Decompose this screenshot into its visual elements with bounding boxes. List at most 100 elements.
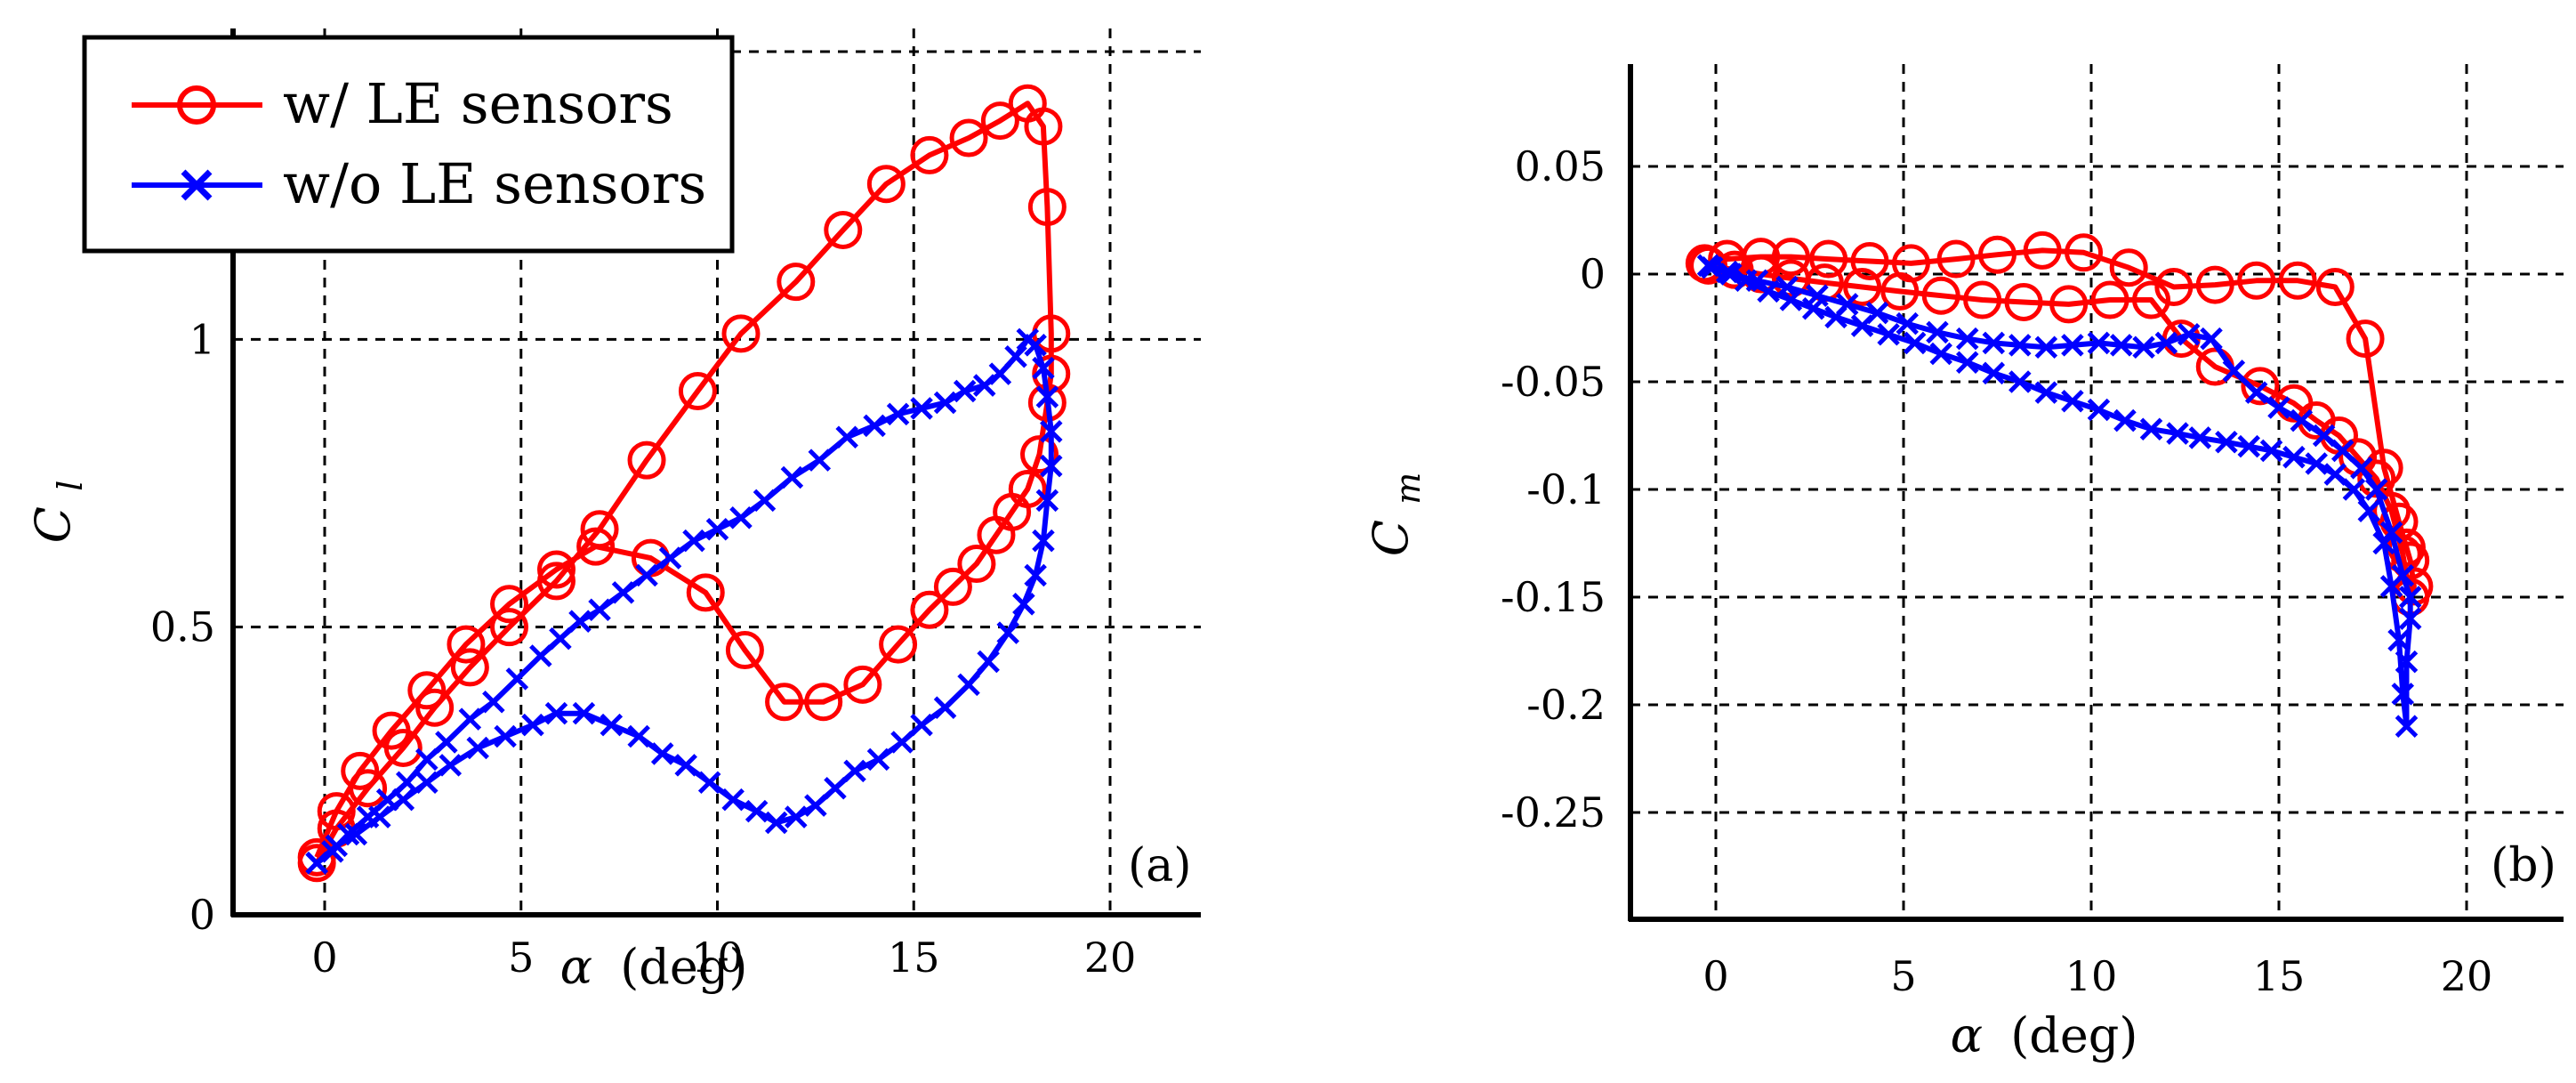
panel-a-point-with-sensors [297, 837, 336, 877]
panel-b-x-tick-label: 5 [1890, 952, 1916, 1000]
panel-b-y-tick-label: -0.1 [1526, 465, 1606, 513]
panel-a-point-with-sensors [980, 101, 1019, 141]
panel-a-point-without-sensors [890, 731, 914, 754]
panel-a-point-with-sensors [1020, 435, 1059, 474]
panel-a-point-with-sensors [824, 210, 863, 249]
panel-b-point-without-sensors [2087, 398, 2111, 422]
panel-a-point-without-sensors [804, 794, 827, 817]
panel-b-y-tick-label: -0.05 [1501, 358, 1606, 406]
panel-a-point-without-sensors [395, 771, 419, 795]
panel-b-x-tick-labels: 0 5 10 15 20 [1703, 952, 2492, 1000]
panel-a-point-without-sensors [1035, 489, 1059, 513]
panel-b-point-with-sensors [1771, 238, 1810, 277]
panel-a-point-without-sensors [627, 724, 650, 748]
panel-a-point-with-sensors [721, 314, 761, 353]
panel-a-point-without-sensors [458, 707, 482, 731]
panel-a-y-tick-label: 1 [189, 315, 215, 363]
panel-b-point-without-sensors [2267, 396, 2290, 419]
panel-b-point-without-sensors [1896, 311, 1919, 335]
panel-a-point-without-sensors [721, 788, 745, 812]
panel-b-point-with-sensors [1936, 239, 1976, 279]
panel-a-point-without-sensors [1040, 420, 1063, 443]
panel-b-point-without-sensors [2312, 424, 2336, 448]
panel-a-x-tick-label: 20 [1084, 933, 1137, 982]
panel-a-point-without-sensors [1004, 344, 1027, 368]
panel-b-point-with-sensors [1742, 255, 1781, 294]
panel-b-point-without-sensors [2398, 607, 2422, 630]
panel-a-point-without-sensors [697, 771, 721, 795]
panel-b-point-without-sensors [2034, 381, 2058, 404]
panel-b-x-tick-label: 10 [2065, 952, 2118, 1000]
panel-a-point-with-sensors [317, 792, 356, 831]
panel-a-point-with-sensors [349, 769, 388, 808]
panel-b-point-with-sensors [2049, 285, 2089, 324]
panel-b-point-with-sensors [1850, 241, 1889, 280]
panel-b-point-with-sensors [2109, 248, 2148, 287]
panel-b-point-with-sensors [2237, 261, 2276, 300]
panel-a-point-without-sensors [866, 748, 890, 772]
panel-a-point-without-sensors [368, 805, 391, 828]
panel-a-x-tick-label: 15 [888, 933, 940, 982]
legend-label-without-sensors: w/o LE sensors [283, 151, 706, 216]
panel-b-y-tick-labels: 0.05 0 -0.05 -0.1 -0.15 -0.2 -0.25 [1501, 142, 1606, 836]
panel-b-point-without-sensors [2113, 408, 2137, 432]
panel-a-x-tick-label: 10 [691, 933, 744, 982]
panel-b-x-tick-label: 0 [1703, 952, 1728, 1000]
panel-b-y-tick-label: -0.15 [1501, 573, 1606, 621]
panel-a-point-without-sensors [568, 610, 592, 633]
panel-b-point-without-sensors [2323, 463, 2347, 486]
panel-b-moment-coefficient: 0 5 10 15 20 0.05 0 -0.05 -0.1 -0.15 -0.2 -0.25 (b… [1363, 64, 2564, 1063]
panel-a-point-without-sensors [886, 402, 910, 426]
panel-b-point-without-sensors [2290, 408, 2314, 432]
panel-a-point-with-sensors [372, 711, 411, 750]
panel-b-point-with-sensors [1843, 268, 1882, 307]
panel-b-point-with-sensors [2132, 280, 2171, 319]
panel-a-point-without-sensors [1032, 356, 1055, 380]
panel-b-point-without-sensors [2215, 430, 2238, 454]
panel-b-x-tick-label: 15 [2253, 952, 2306, 1000]
panel-a-point-without-sensors [745, 799, 769, 823]
legend-box [82, 35, 735, 254]
panel-b-point-without-sensors [1929, 342, 1952, 366]
panel-a-point-with-sensors [536, 562, 576, 601]
legend-entry-with-sensors: w/ LE sensors [132, 71, 673, 136]
panel-b-point-without-sensors [2061, 334, 2084, 357]
panel-b-y-tick-label: -0.2 [1526, 681, 1606, 729]
panel-a-point-without-sensors [415, 771, 439, 795]
panel-b-y-tick-label: 0 [1580, 250, 1606, 298]
panel-b-point-without-sensors [2387, 628, 2411, 652]
panel-a-point-with-sensors [627, 440, 666, 480]
panel-b-point-without-sensors [2357, 499, 2381, 522]
panel-b-grid [1630, 64, 2564, 919]
panel-a-point-without-sensors [988, 362, 1012, 385]
panel-b-x-axis-unit: (deg) [2010, 1007, 2137, 1063]
panel-b-point-without-sensors [2244, 381, 2268, 404]
panel-b-point-without-sensors [2034, 335, 2058, 360]
panel-a-point-without-sensors [705, 517, 729, 541]
panel-a-point-without-sensors [544, 701, 568, 725]
panel-a-point-without-sensors [415, 748, 439, 772]
panel-b-point-with-sensors [2241, 367, 2280, 406]
panel-a-point-without-sensors [910, 713, 933, 737]
panel-b-series [1685, 230, 2434, 738]
panel-b-point-without-sensors [2398, 586, 2422, 609]
panel-b-point-with-sensors [1978, 235, 2017, 274]
panel-b-point-with-sensors [2090, 280, 2129, 319]
panel-b-point-with-sensors [2278, 261, 2317, 300]
panel-a-point-without-sensors [505, 667, 529, 691]
panel-a-point-without-sensors [1040, 454, 1063, 478]
panel-b-y-tick-label: -0.25 [1501, 788, 1606, 836]
panel-b-point-with-sensors [2065, 233, 2104, 272]
panel-b-y-tick-label: 0.05 [1515, 142, 1606, 190]
panel-a-point-with-sensors [843, 665, 882, 704]
panel-a-point-without-sensors [957, 673, 980, 697]
panel-a-point-without-sensors [824, 776, 847, 800]
panel-b-point-without-sensors [2350, 457, 2373, 480]
panel-b-point-without-sensors [2166, 422, 2189, 445]
panel-b-point-without-sensors [2087, 331, 2111, 355]
panel-a-point-with-sensors [1024, 107, 1063, 146]
panel-a-x-axis-unit: (deg) [620, 939, 747, 995]
panel-a-point-without-sensors [1024, 563, 1047, 587]
panel-b-point-without-sensors [1719, 263, 1743, 286]
panel-b-point-with-sensors [2004, 282, 2043, 321]
